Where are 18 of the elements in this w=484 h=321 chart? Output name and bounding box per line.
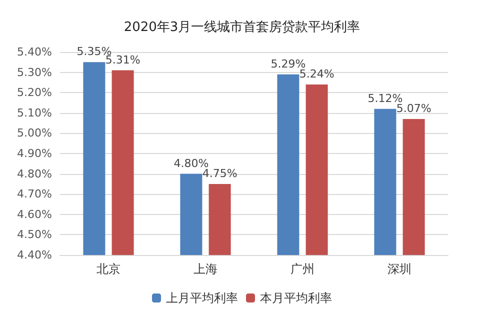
y-tick-label: 4.60% xyxy=(17,208,52,221)
y-tick-label: 5.20% xyxy=(17,86,52,100)
y-tick-label: 4.70% xyxy=(17,188,52,201)
x-tick-label: 深圳 xyxy=(388,262,412,276)
y-tick-label: 4.40% xyxy=(17,248,52,262)
y-tick-label: 4.80% xyxy=(17,167,52,180)
y-tick-label: 4.50% xyxy=(17,228,52,242)
y-tick-label: 5.10% xyxy=(17,106,52,120)
legend-label: 上月平均利率 xyxy=(166,291,238,305)
y-tick-label: 5.30% xyxy=(17,66,52,79)
x-tick-label: 上海 xyxy=(194,262,218,276)
y-tick-label: 5.00% xyxy=(17,126,52,140)
x-tick-label: 广州 xyxy=(290,262,314,276)
y-tick-label: 4.90% xyxy=(17,147,52,160)
legend-label: 本月平均利率 xyxy=(260,291,332,305)
y-tick-label: 5.40% xyxy=(17,46,52,58)
chart-title: 2020年3月一线城市首套房贷款平均利率 xyxy=(124,19,360,35)
x-tick-label: 北京 xyxy=(96,262,120,276)
